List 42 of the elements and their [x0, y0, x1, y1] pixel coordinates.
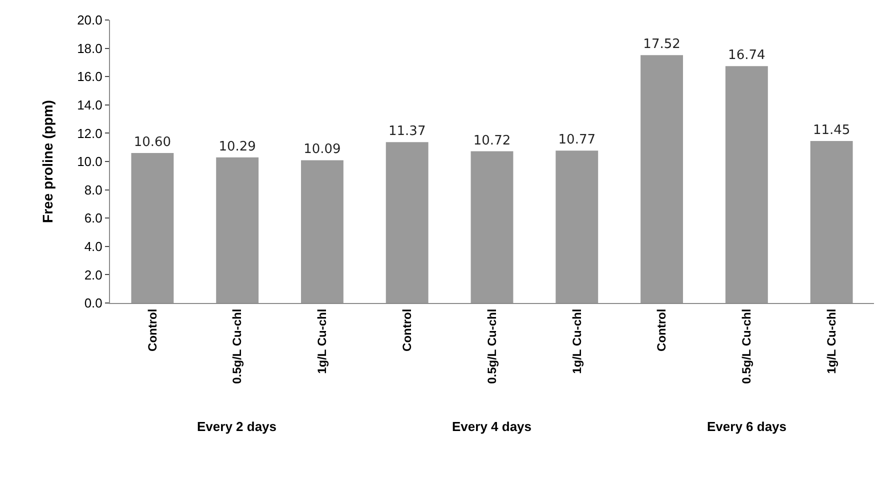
data-label: 17.52 [643, 37, 680, 52]
data-label: 10.72 [473, 133, 511, 148]
text: Every 4 days [452, 419, 532, 434]
x-tick-label: 1g/L Cu-chl [315, 308, 330, 374]
x-tick-label: Control [654, 308, 669, 352]
x-tick-label: 1g/L Cu-chl [570, 308, 584, 374]
y-tick-label: 4.0 [84, 238, 102, 254]
bar [556, 150, 598, 303]
data-label: 11.45 [812, 122, 850, 138]
y-tick-label: 8.0 [84, 182, 102, 198]
y-axis-title: Free proline (ppm) [40, 100, 56, 223]
bar [470, 151, 514, 303]
bar [725, 66, 768, 303]
x-tick-label: 0.5g/L Cu-chl [484, 308, 499, 384]
data-label: 10.29 [218, 139, 256, 154]
bar [301, 160, 344, 303]
x-tick-label: Control [145, 308, 160, 352]
text: Every 2 days [197, 419, 277, 434]
y-tick-label: 14.0 [77, 97, 102, 112]
y-tick-label: 2.0 [84, 267, 102, 282]
y-tick-label: 0.0 [84, 296, 102, 311]
y-tick-label: 16.0 [77, 69, 102, 84]
bar [640, 55, 683, 303]
data-label: 11.37 [388, 124, 426, 140]
bar [216, 157, 259, 303]
y-tick-label: 6.0 [84, 210, 102, 226]
data-label: 10.60 [134, 135, 172, 150]
x-tick-label: 0.5g/L Cu-chl [740, 308, 754, 384]
x-tick-label: 1g/L Cu-chl [824, 308, 838, 374]
y-tick-label: 18.0 [77, 40, 102, 56]
x-tick-label: Control [400, 308, 414, 352]
x-tick-label: 0.5g/L Cu-chl [230, 308, 244, 384]
bar [810, 140, 853, 303]
data-label: 10.09 [304, 142, 341, 158]
y-tick-label: 20.0 [77, 12, 102, 28]
text: Every 6 days [707, 419, 787, 434]
y-tick-label: 12.0 [77, 126, 102, 141]
y-tick-label: 10.0 [77, 154, 102, 170]
bar [386, 142, 428, 303]
data-label: 16.74 [728, 48, 766, 64]
data-label: 10.77 [558, 132, 596, 148]
bar [131, 153, 174, 303]
